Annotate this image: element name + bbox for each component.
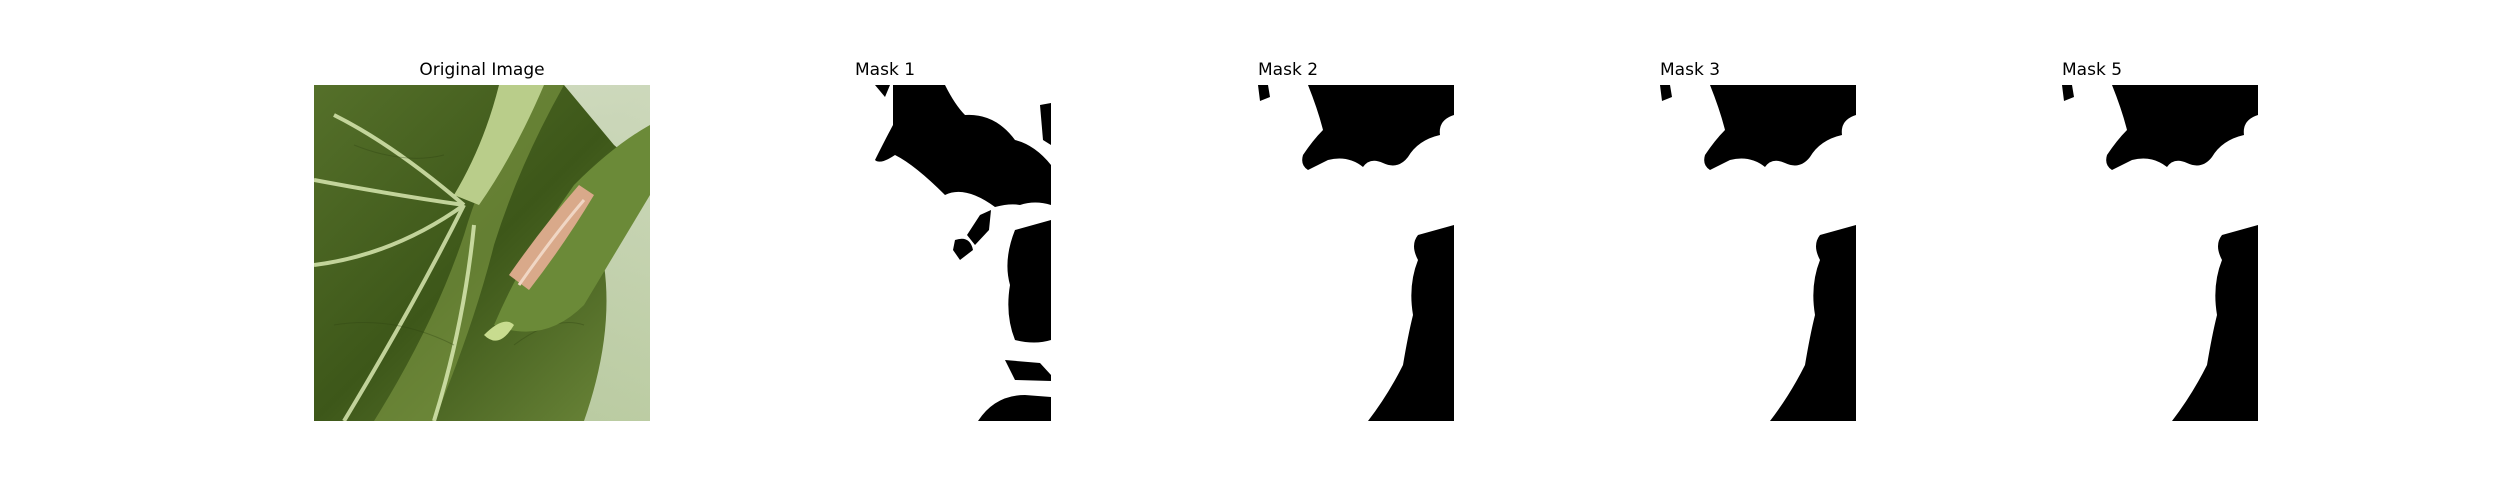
mask-5-image [1922, 85, 2258, 421]
panel-title: Original Image [419, 60, 545, 80]
original-leaf-image [314, 85, 650, 421]
mask-1-image [715, 85, 1051, 421]
panel-title: Mask 1 [855, 60, 916, 80]
mask-2-image [1118, 85, 1454, 421]
panel-title: Mask 5 [2062, 60, 2123, 80]
panel-title: Mask 2 [1258, 60, 1319, 80]
mask-3-image [1520, 85, 1856, 421]
panel-title: Mask 3 [1660, 60, 1721, 80]
